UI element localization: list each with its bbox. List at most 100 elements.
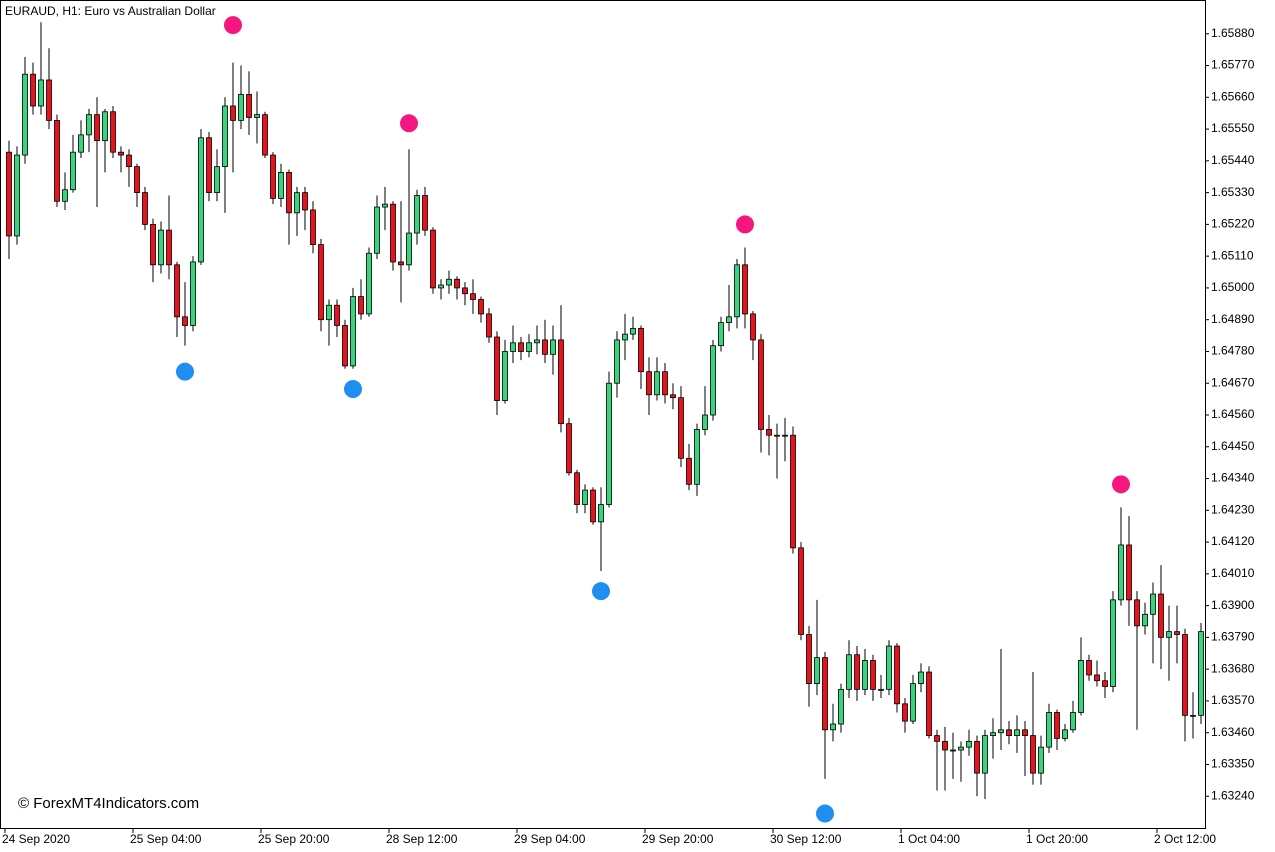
candle-body [78,134,84,153]
top-signal [1112,475,1130,494]
candle-body [406,232,412,266]
candle-body [1110,599,1116,687]
candle-body [1046,712,1052,748]
y-tick-label: 1.63680 [1211,661,1255,675]
candle-body [782,434,788,437]
candle-body [486,313,492,338]
y-tick-label: 1.65660 [1211,89,1255,103]
candle-body [822,657,828,731]
candle-body [206,137,212,194]
candle-body [334,304,340,326]
candle-body [358,296,364,315]
candle-body [350,296,356,367]
bottom-signal [344,380,362,399]
candle-body [166,229,172,266]
x-tick-label: 25 Sep 04:00 [130,832,202,846]
y-tick-label: 1.64340 [1211,471,1255,485]
candle-body [1006,729,1012,736]
candle-body [222,105,228,168]
candle-body [1142,613,1148,627]
candle-body [14,154,20,237]
candle-body [838,688,844,725]
candle-body [302,192,308,211]
candle-body [1014,729,1020,736]
candle-body [214,166,220,194]
candle-body [118,151,124,156]
top-signal [224,16,242,35]
candle-body [902,703,908,722]
candle-body [438,284,444,289]
y-tick-label: 1.64780 [1211,344,1255,358]
candle-body [382,203,388,208]
candle-body [1078,660,1084,713]
y-tick-label: 1.64670 [1211,375,1255,389]
bottom-signal [592,582,610,601]
x-tick-label: 1 Oct 20:00 [1026,832,1088,846]
x-tick-label: 24 Sep 2020 [2,832,70,846]
candle-body [110,111,116,153]
candle-body [814,657,820,684]
candle-body [550,339,556,355]
y-tick-label: 1.64230 [1211,502,1255,516]
candle-body [294,192,300,214]
candle-body [862,660,868,690]
candle-body [910,683,916,722]
bottom-signal [176,362,194,381]
x-tick-label: 28 Sep 12:00 [386,832,458,846]
candle-body [398,261,404,266]
candle-body [190,261,196,326]
y-tick-label: 1.65770 [1211,58,1255,72]
candle-body [390,203,396,263]
plot-frame [0,0,1206,829]
candle-body [430,229,436,289]
candle-body [990,732,996,736]
candle-body [998,729,1004,734]
candle-body [878,688,884,691]
candle-body [846,654,852,690]
candle-body [414,195,420,234]
candle-body [478,299,484,315]
candle-body [766,429,772,436]
candle-body [374,206,380,254]
y-tick-label: 1.65440 [1211,153,1255,167]
candle-body [6,151,12,237]
candle-body [686,457,692,485]
candle-body [318,244,324,321]
y-tick-label: 1.64560 [1211,407,1255,421]
candle-body [966,740,972,748]
bottom-signal [816,804,834,823]
candle-body [830,723,836,731]
candle-body [630,327,636,335]
candle-body [262,114,268,156]
candle-body [510,342,516,352]
y-tick-label: 1.65880 [1211,26,1255,40]
chart-title: EURAUD, H1: Euro vs Australian Dollar [5,4,216,18]
candle-body [70,151,76,191]
candle-body [126,154,132,168]
candle-body [278,171,284,199]
candle-body [1022,729,1028,736]
candle-body [174,264,180,318]
candle-body [894,645,900,705]
candle-body [38,79,44,107]
candle-body [566,423,572,474]
candle-body [1038,746,1044,774]
candle-body [590,489,596,523]
candle-body [758,339,764,430]
candle-body [1166,631,1172,638]
candle-body [854,654,860,690]
candle-body [342,325,348,367]
candle-body [982,735,988,774]
candle-body [678,397,684,459]
candle-body [86,114,92,136]
candle-body [726,316,732,323]
top-signal [400,114,418,133]
x-tick-label: 29 Sep 04:00 [514,832,586,846]
candle-body [1118,544,1124,601]
candle-body [950,749,956,752]
candle-body [750,313,756,341]
candle-body [1086,660,1092,676]
candle-body [326,304,332,321]
candle-body [150,223,156,266]
top-signal [736,215,754,234]
